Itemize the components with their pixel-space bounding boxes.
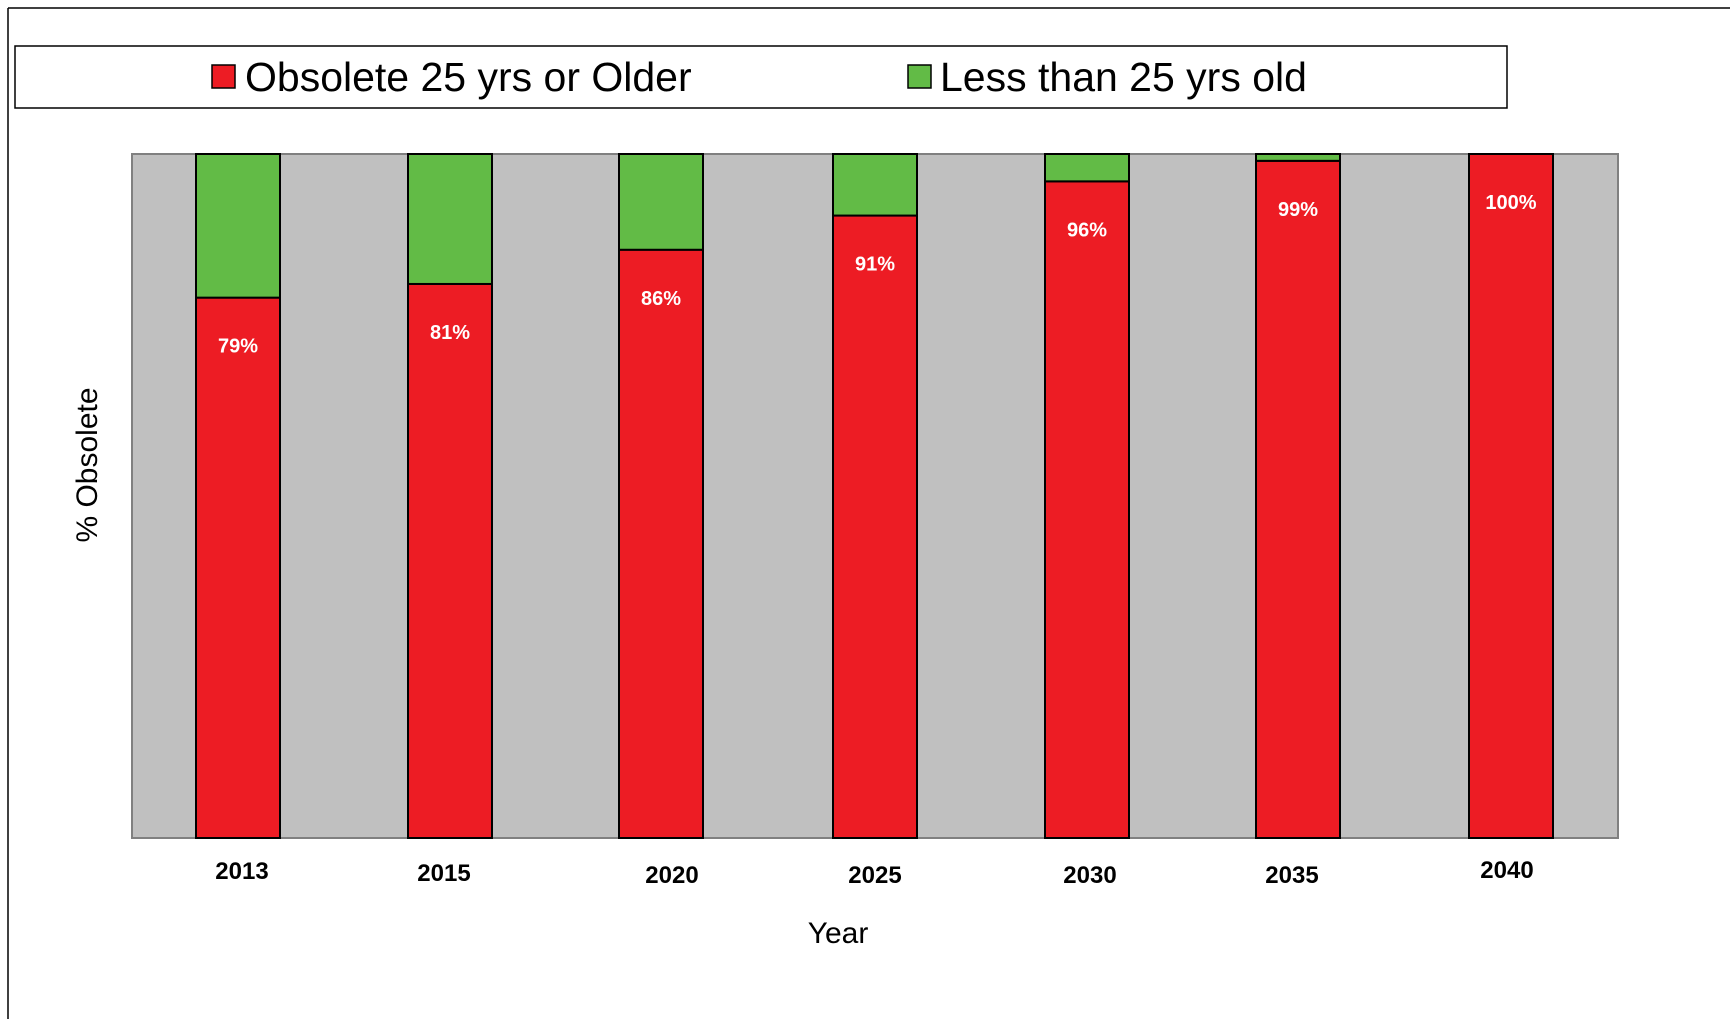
x-tick-label-2015: 2015 — [417, 860, 470, 887]
x-tick-label-2035: 2035 — [1265, 862, 1318, 889]
data-label-2040: 100% — [1485, 192, 1536, 214]
bar-obsolete-2025 — [832, 214, 918, 839]
bar-less-than-25-2025 — [832, 153, 918, 217]
legend: Obsolete 25 yrs or Older Less than 25 yr… — [14, 45, 1508, 109]
legend-swatch-obsolete — [211, 64, 236, 89]
bar-obsolete-2015 — [407, 282, 493, 839]
legend-box — [14, 45, 1508, 109]
y-axis-title: % Obsolete — [71, 387, 104, 542]
data-label-2015: 81% — [430, 322, 470, 344]
x-axis-title: Year — [808, 917, 869, 950]
bar-obsolete-2035 — [1255, 159, 1341, 839]
bar-obsolete-2040 — [1468, 153, 1554, 839]
legend-swatch-less-than-25 — [907, 64, 932, 89]
bar-obsolete-2020 — [618, 248, 704, 839]
bar-obsolete-2013 — [195, 296, 281, 839]
x-tick-label-2013: 2013 — [215, 858, 268, 885]
bar-less-than-25-2013 — [195, 153, 281, 299]
bar-obsolete-2030 — [1044, 180, 1130, 840]
x-tick-label-2025: 2025 — [848, 862, 901, 889]
bar-less-than-25-2035 — [1255, 153, 1341, 162]
bar-less-than-25-2020 — [618, 153, 704, 251]
x-tick-label-2020: 2020 — [645, 862, 698, 889]
data-label-2030: 96% — [1067, 219, 1107, 241]
bar-less-than-25-2030 — [1044, 153, 1130, 183]
data-label-2035: 99% — [1278, 199, 1318, 221]
bars-group: 79% 81% 86% 91% 96% 99% 100% — [195, 153, 1554, 840]
legend-label-obsolete: Obsolete 25 yrs or Older — [245, 54, 692, 100]
bar-less-than-25-2015 — [407, 153, 493, 285]
x-tick-labels: 2013 2015 2020 2025 2030 2035 2040 — [215, 857, 1533, 889]
x-tick-label-2040: 2040 — [1480, 857, 1533, 884]
data-label-2013: 79% — [218, 336, 258, 358]
data-label-2020: 86% — [641, 288, 681, 310]
x-tick-label-2030: 2030 — [1063, 862, 1116, 889]
legend-label-less-than-25: Less than 25 yrs old — [940, 54, 1307, 100]
data-label-2025: 91% — [855, 254, 895, 276]
